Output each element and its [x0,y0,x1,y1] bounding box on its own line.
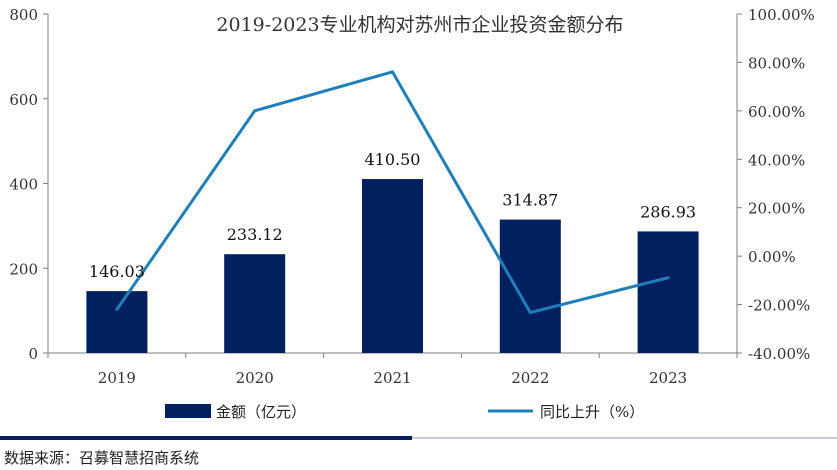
x-tick-label: 2022 [511,369,549,387]
right-tick-label: 0.00% [748,248,796,266]
legend-bar-label: 金额（亿元） [216,403,306,421]
growth-point [253,109,257,113]
right-tick-label: 40.00% [748,151,805,169]
footer-rule-light [412,437,837,439]
growth-point [391,70,394,74]
legend-bar-swatch [165,404,211,418]
left-tick-label: 0 [28,345,38,363]
x-tick-label: 2019 [98,369,136,387]
chart-title: 2019-2023专业机构对苏州市企业投资金额分布 [216,14,623,36]
x-tick-label: 2021 [373,369,411,387]
bar-value-label: 410.50 [365,150,421,169]
bar [499,219,561,353]
bar-value-label: 314.87 [502,191,558,210]
line-series [115,70,670,315]
growth-point [666,276,670,280]
right-tick-label: 60.00% [748,103,805,121]
bar [86,291,148,353]
left-tick-label: 800 [9,6,38,24]
x-tick-label: 2023 [649,369,687,387]
footer-rule-dark [0,436,412,440]
right-tick-label: -20.00% [748,297,810,315]
legend: 金额（亿元） 同比上升（%） [165,403,644,421]
growth-point [115,307,119,311]
left-tick-label: 400 [9,176,38,194]
right-tick-label: 20.00% [748,200,805,218]
right-tick-label: 80.00% [748,54,805,72]
bar [362,179,423,353]
bar-value-label: 233.12 [227,225,283,244]
right-tick-label: 100.00% [748,6,815,24]
source-note: 数据来源：召募智慧招商系统 [4,449,200,467]
bar [224,254,286,353]
bar-series [86,179,699,353]
left-tick-label: 200 [9,260,38,278]
bar-value-label: 286.93 [640,202,696,221]
data-labels: 146.03 233.12 410.50 314.87 286.93 [89,150,696,281]
bar-value-label: 146.03 [89,262,145,281]
legend-line-label: 同比上升（%） [540,403,644,421]
combo-chart: 2019-2023专业机构对苏州市企业投资金额分布 0 200 400 600 800 -… [9,6,814,421]
right-tick-label: -40.00% [748,345,810,363]
axes: 0 200 400 600 800 -40.00% -20.00% 0.00% 20.00% 40… [9,6,814,387]
x-tick-label: 2020 [236,369,274,387]
growth-point [528,311,532,315]
bar [637,231,699,353]
left-tick-label: 600 [9,91,38,109]
